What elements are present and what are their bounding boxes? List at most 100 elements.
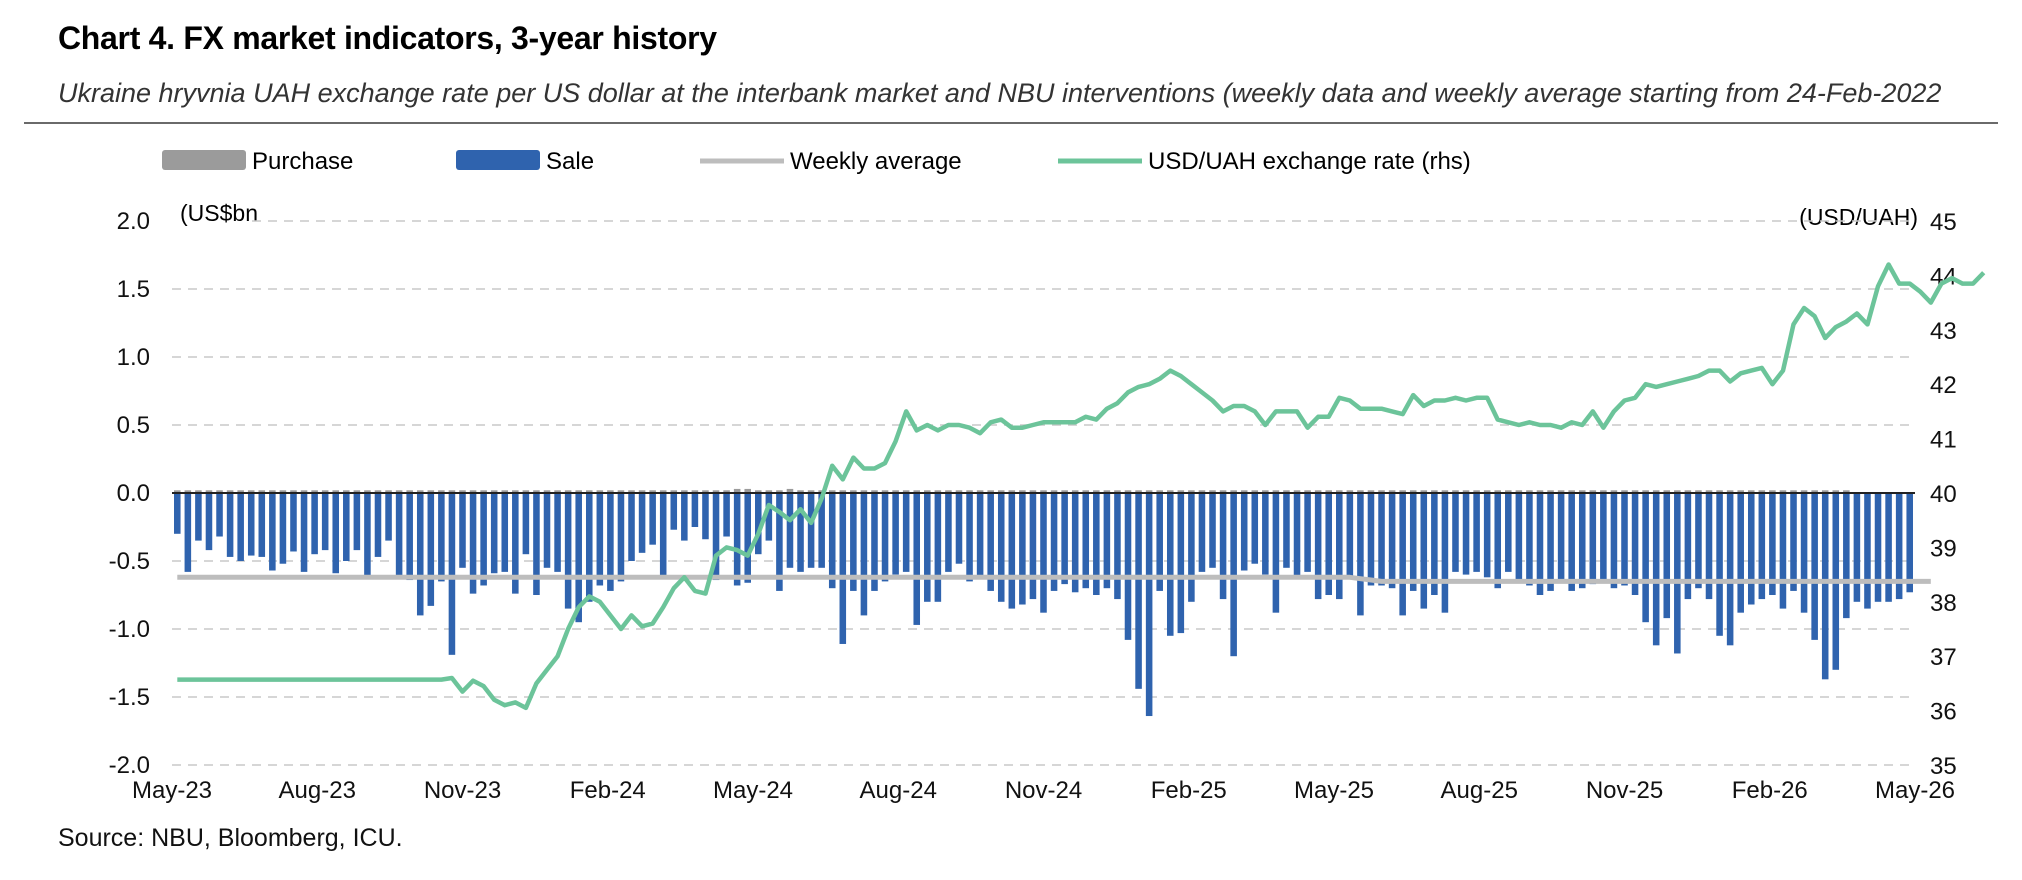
- bar-purchase: [1431, 490, 1438, 493]
- plot-area: 2.01.51.00.50.0-0.5-1.0-1.5-2.0454443424…: [109, 208, 1986, 804]
- line-exchange-rate: [177, 262, 1986, 711]
- bar-sale: [1695, 493, 1702, 589]
- legend-swatch-purchase: [162, 150, 246, 170]
- bar-sale: [765, 493, 773, 541]
- bar-purchase: [1652, 490, 1660, 493]
- y-tick-label: 1.0: [117, 344, 150, 371]
- bar-sale: [1716, 493, 1723, 636]
- y2-tick-label: 40: [1930, 481, 1957, 508]
- bar-purchase: [343, 490, 350, 493]
- bar-sale: [343, 493, 350, 561]
- bar-sale: [744, 493, 751, 583]
- legend-item-purchase[interactable]: Purchase: [162, 148, 353, 175]
- bar-purchase: [786, 488, 794, 493]
- bar-sale: [1885, 493, 1892, 602]
- bar-purchase: [311, 490, 318, 493]
- right-axis-unit: (USD/UAH): [1799, 204, 1918, 230]
- bar-sale: [1135, 493, 1142, 689]
- bar-sale: [512, 493, 519, 594]
- bar-purchase: [1008, 490, 1016, 493]
- bar-sale: [1747, 493, 1755, 605]
- bar-purchase: [1441, 490, 1449, 493]
- page-subtitle: Ukraine hryvnia UAH exchange rate per US…: [58, 78, 1942, 108]
- bar-sale: [786, 493, 794, 568]
- legend-item-sale[interactable]: Sale: [456, 148, 594, 175]
- bar-sale: [924, 493, 931, 602]
- bar-sale: [1082, 493, 1090, 589]
- bar-purchase: [702, 490, 709, 493]
- bar-purchase: [585, 490, 593, 493]
- bar-sale: [258, 493, 266, 557]
- bar-sale: [596, 493, 604, 586]
- bar-sale: [564, 493, 572, 609]
- x-tick-label: Aug-24: [860, 777, 937, 804]
- bar-sale: [1420, 493, 1428, 609]
- bar-purchase: [1578, 490, 1586, 493]
- bar-sale: [617, 493, 625, 582]
- bar-sale: [1621, 493, 1628, 586]
- bar-sale: [533, 493, 540, 595]
- legend-label-sale: Sale: [546, 148, 594, 175]
- bar-sale: [1578, 493, 1586, 589]
- y2-tick-label: 42: [1930, 372, 1957, 399]
- bar-sale: [1705, 493, 1713, 600]
- bar-sale: [1452, 493, 1459, 572]
- x-tick-label: Aug-25: [1441, 777, 1518, 804]
- bar-purchase: [1124, 490, 1132, 493]
- bar-sale: [839, 493, 847, 644]
- bar-sale: [1219, 493, 1227, 600]
- bar-purchase: [533, 490, 540, 493]
- bar-sale: [966, 493, 973, 582]
- bar-sale: [1325, 493, 1332, 595]
- bar-sale: [892, 493, 899, 575]
- bar-sale: [776, 493, 783, 591]
- bar-purchase: [1240, 490, 1248, 493]
- bar-purchase: [1409, 490, 1417, 493]
- bar-purchase: [300, 490, 308, 493]
- legend-item-exchange-rate[interactable]: USD/UAH exchange rate (rhs): [1058, 148, 1471, 175]
- bar-purchase: [892, 490, 899, 493]
- bar-sale: [1346, 493, 1354, 579]
- bar-purchase: [575, 490, 582, 493]
- bar-purchase: [543, 490, 551, 493]
- bar-purchase: [226, 490, 234, 493]
- bar-sale: [1103, 493, 1111, 589]
- legend-item-weekly-average[interactable]: Weekly average: [700, 148, 962, 175]
- bar-sale: [997, 493, 1005, 602]
- bar-sale: [723, 493, 730, 537]
- bar-purchase: [332, 490, 340, 493]
- bar-sale: [543, 493, 551, 568]
- bar-sale: [1293, 493, 1301, 579]
- bar-purchase: [1642, 490, 1649, 493]
- bar-purchase: [1726, 490, 1734, 493]
- bar-purchase: [1568, 490, 1575, 493]
- bar-sale: [1314, 493, 1322, 600]
- bar-sale: [1251, 493, 1259, 564]
- bar-purchase: [512, 490, 519, 493]
- bar-purchase: [1093, 490, 1100, 493]
- bar-purchase: [1589, 490, 1597, 493]
- bar-purchase: [1790, 490, 1797, 493]
- bar-purchase: [839, 490, 847, 493]
- bar-purchase: [617, 490, 625, 493]
- bar-purchase: [1156, 490, 1163, 493]
- bar-sale: [712, 493, 720, 581]
- bar-sale: [1737, 493, 1744, 613]
- bar-purchase: [638, 490, 646, 493]
- y-tick-label: 1.5: [117, 276, 150, 303]
- title-divider: [24, 122, 1998, 124]
- x-tick-label: May-26: [1875, 777, 1955, 804]
- bar-purchase: [945, 490, 952, 493]
- bar-purchase: [966, 490, 973, 493]
- bar-purchase: [807, 490, 815, 493]
- bar-purchase: [712, 490, 720, 493]
- bar-sale: [1114, 493, 1121, 600]
- bar-sale: [1769, 493, 1776, 595]
- bar-purchase: [1071, 490, 1079, 493]
- bar-sale: [976, 493, 984, 578]
- bar-sale: [733, 493, 741, 586]
- bar-sale: [1198, 493, 1206, 572]
- bar-purchase: [1473, 490, 1480, 493]
- bar-sale: [469, 493, 477, 594]
- y2-tick-label: 36: [1930, 699, 1957, 726]
